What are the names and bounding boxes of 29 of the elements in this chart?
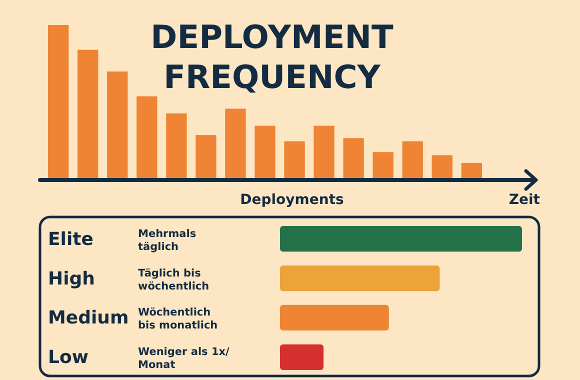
bar (225, 108, 246, 180)
bar (280, 226, 522, 252)
text: Wöchentlich bis monatlich (138, 306, 218, 332)
y-tick-label: Low (48, 347, 88, 368)
bar (343, 138, 364, 180)
bar (196, 135, 216, 180)
text: Weniger als 1x/ Monat (138, 346, 230, 372)
bar (48, 25, 69, 180)
bar (284, 141, 305, 180)
bar (280, 265, 440, 292)
text: Zeit (508, 192, 540, 208)
y-tick-label: Elite (48, 228, 94, 250)
x-axis-title: Deployments (240, 192, 344, 208)
bar (280, 344, 324, 370)
bar (166, 113, 187, 180)
bar (78, 50, 98, 180)
chart-title: DEPLOYMENT FREQUENCY (150, 18, 394, 96)
bar (432, 155, 452, 180)
y-tick-label: High (48, 268, 95, 290)
bar (107, 72, 128, 180)
bar (280, 304, 389, 331)
text: Täglich bis wöchentlich (138, 267, 210, 292)
bar (136, 96, 158, 180)
text: Mehrmals täglich (138, 228, 196, 253)
bar (372, 152, 394, 180)
bar (314, 126, 334, 180)
bar (402, 141, 423, 180)
bar (254, 126, 276, 180)
y-tick-label: Medium (48, 308, 129, 329)
